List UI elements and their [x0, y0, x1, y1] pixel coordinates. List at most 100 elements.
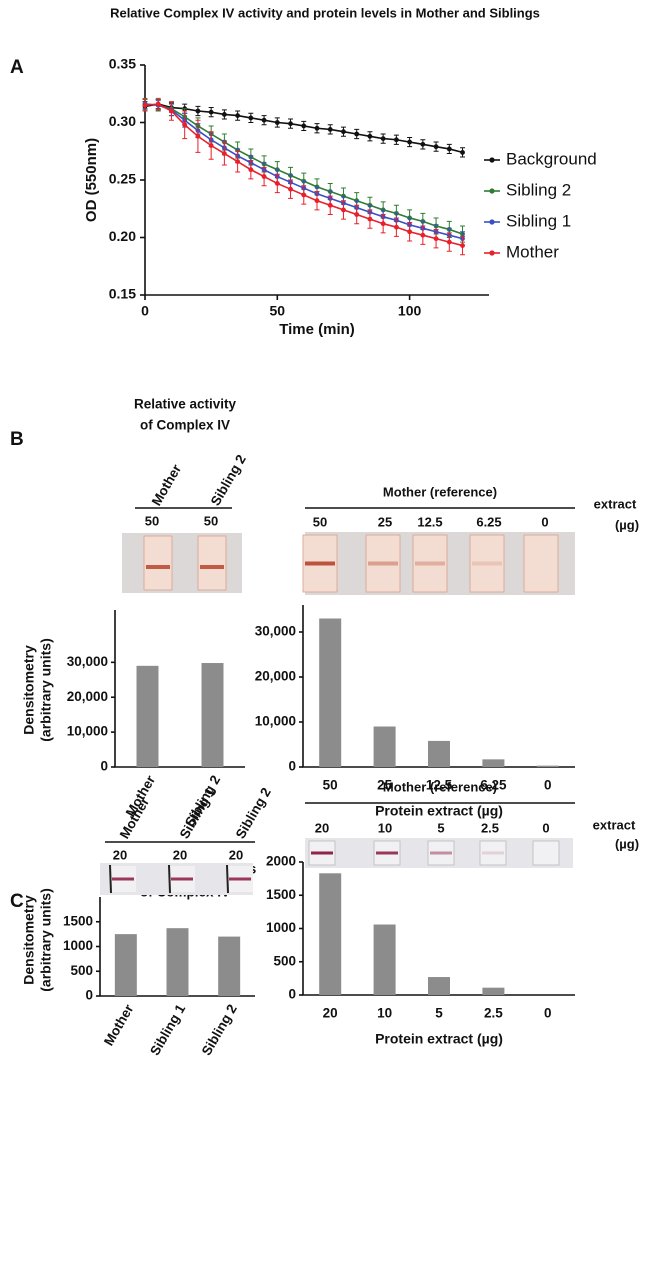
y-axis-label: Densitometry — [21, 895, 37, 985]
point — [248, 115, 254, 121]
y-tick-label: 20,000 — [255, 669, 296, 684]
point — [208, 143, 214, 148]
amount-label: 20 — [173, 847, 187, 862]
point — [288, 186, 293, 192]
y-tick-label: 500 — [273, 953, 296, 968]
point — [208, 109, 214, 115]
y-tick-label: 0.25 — [109, 171, 136, 187]
y-tick-label: 0.35 — [109, 56, 136, 72]
blot-lane — [523, 534, 559, 593]
legend-marker — [489, 250, 495, 256]
point — [274, 181, 280, 186]
reference-label: Mother (reference) — [383, 484, 497, 499]
point — [182, 122, 188, 128]
y-tick-label: 0.20 — [109, 228, 136, 244]
y-axis-label: (arbitrary units) — [38, 638, 54, 741]
bar — [319, 618, 342, 767]
blot-lane — [479, 840, 507, 866]
point — [169, 108, 174, 114]
point — [367, 216, 373, 222]
y-axis-label: Densitometry — [21, 645, 37, 735]
panel-label: B — [10, 429, 24, 450]
y-tick-label: 0.30 — [109, 113, 136, 129]
blot-band — [112, 877, 134, 881]
x-tick-label: 2.5 — [484, 1006, 503, 1021]
x-tick-label: 25 — [377, 778, 393, 793]
y-tick-label: 0 — [288, 759, 296, 774]
x-tick-label: Mother — [101, 1001, 137, 1048]
point — [460, 243, 465, 248]
legend-label: Background — [506, 149, 597, 168]
amount-label: 12.5 — [417, 514, 442, 529]
point — [407, 229, 413, 235]
point — [195, 133, 201, 139]
blot-band — [311, 851, 333, 855]
legend-label: Mother — [506, 242, 559, 261]
amount-label: 50 — [145, 513, 159, 528]
x-tick-label: 10 — [377, 1006, 392, 1021]
x-tick-label: 5 — [435, 1006, 443, 1021]
blot-band — [376, 851, 398, 855]
figure-title: Relative Complex IV activity and protein… — [110, 5, 540, 20]
point — [314, 125, 320, 131]
point — [433, 144, 439, 150]
point — [433, 236, 439, 242]
point — [354, 131, 360, 137]
amount-label: 50 — [313, 514, 327, 529]
bar — [319, 873, 342, 995]
blot-heading: of Complex IV — [140, 418, 230, 433]
blot-band — [305, 561, 335, 566]
blot-lane — [532, 840, 560, 866]
amount-label: 0 — [542, 820, 549, 835]
y-tick-label: 0.15 — [109, 286, 136, 302]
y-tick-label: 10,000 — [67, 724, 108, 739]
x-axis-label: Time (min) — [279, 321, 355, 338]
y-tick-label: 30,000 — [67, 654, 108, 669]
point — [221, 151, 227, 156]
legend-marker — [489, 157, 495, 163]
blot-heading: Relative activity — [134, 397, 237, 412]
point — [446, 239, 452, 245]
amount-label: 20 — [315, 820, 329, 835]
amount-label: 20 — [113, 847, 127, 862]
point — [301, 123, 307, 129]
y-tick-label: 1000 — [63, 938, 93, 953]
bar — [482, 759, 505, 767]
point — [327, 126, 333, 132]
point — [288, 121, 293, 127]
point — [341, 207, 346, 213]
axes — [114, 610, 245, 768]
y-tick-label: 1500 — [63, 913, 93, 928]
y-tick-label: 0 — [288, 987, 296, 1002]
amount-label: 6.25 — [476, 514, 501, 529]
legend-marker — [489, 219, 495, 225]
blot-band — [146, 565, 170, 569]
y-tick-label: 30,000 — [255, 624, 296, 639]
x-axis-label: Protein extract (µg) — [375, 803, 503, 819]
blot-band — [368, 561, 398, 566]
blot-edge — [168, 864, 171, 894]
x-axis-label: Protein extract (µg) — [375, 1031, 503, 1047]
bar — [373, 726, 396, 767]
blot-edge — [109, 864, 112, 894]
amount-label: 25 — [378, 514, 392, 529]
bar — [218, 936, 241, 996]
blot-band — [171, 877, 193, 881]
bar — [201, 663, 224, 767]
legend-label: Sibling 1 — [506, 211, 571, 230]
bar — [428, 977, 450, 995]
point — [460, 150, 465, 155]
point — [235, 113, 241, 118]
axes — [302, 862, 575, 996]
lane-label: Sibling 2 — [208, 452, 249, 508]
lane-label: Sibling 2 — [233, 785, 274, 841]
blot-lane — [412, 534, 448, 593]
amount-label: 20 — [229, 847, 243, 862]
unit-label: (µg) — [615, 517, 639, 532]
point — [274, 120, 280, 125]
point — [367, 133, 373, 139]
point — [327, 202, 333, 208]
y-axis-label: OD (550nm) — [83, 138, 100, 222]
point — [261, 174, 267, 179]
